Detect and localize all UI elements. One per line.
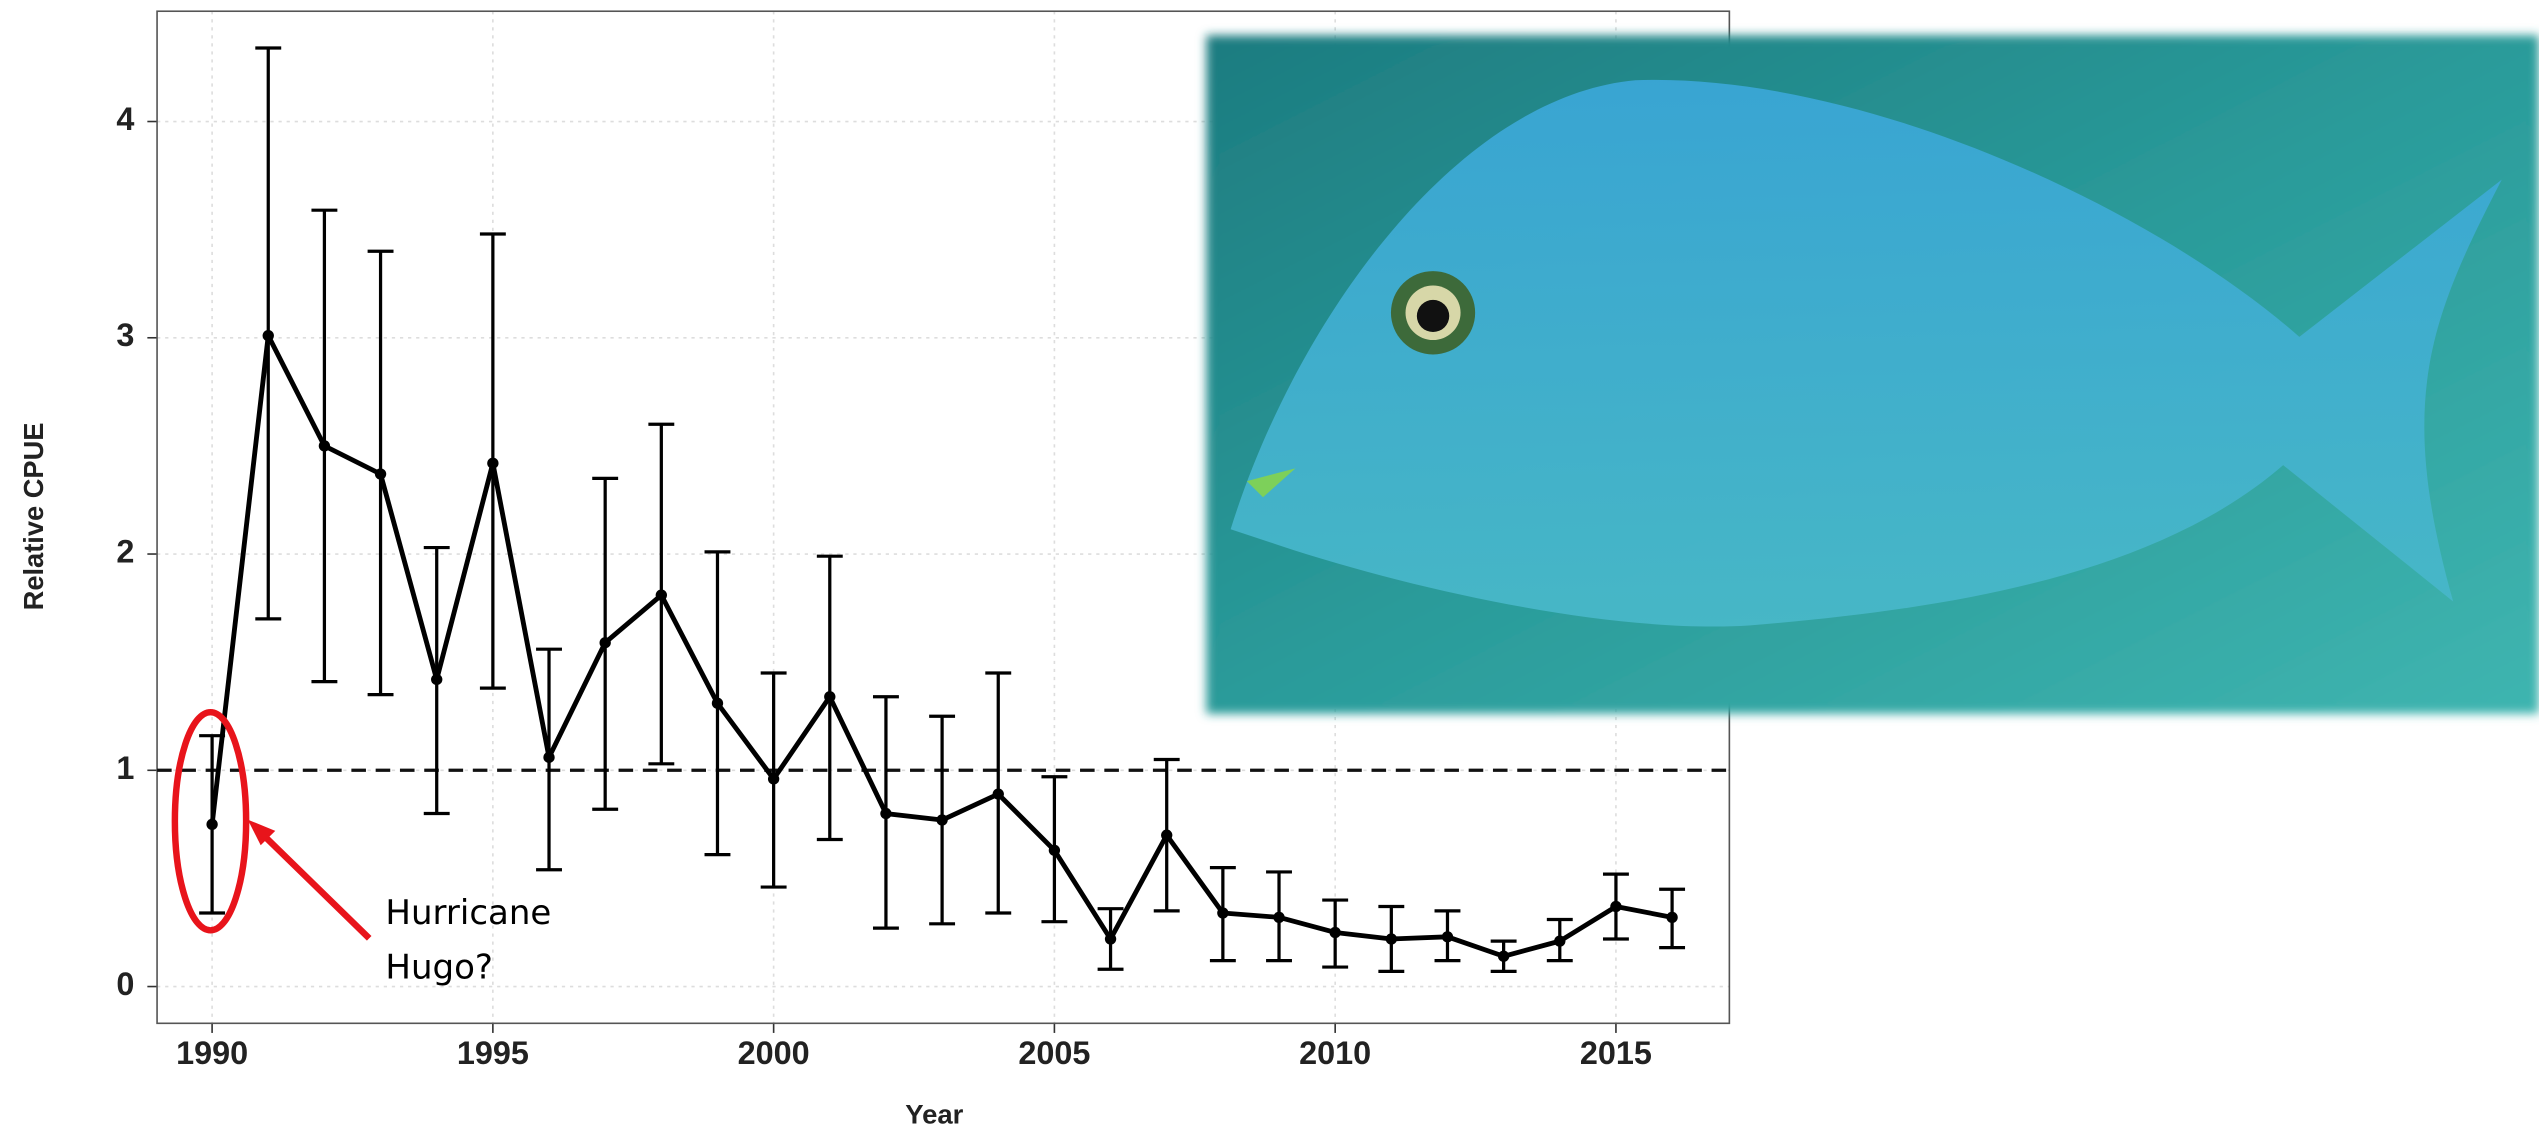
- x-tick-label: 1990: [176, 1035, 248, 1071]
- y-axis-title: Relative CPUE: [18, 423, 49, 611]
- data-point: [936, 814, 948, 826]
- data-point: [1385, 933, 1397, 945]
- y-tick-label: 0: [116, 966, 134, 1002]
- x-tick-label: 2000: [738, 1035, 810, 1071]
- highlight-ellipse: [171, 708, 250, 934]
- data-point: [318, 440, 331, 452]
- y-tick-label: 4: [116, 101, 134, 137]
- data-point: [1161, 829, 1173, 841]
- x-tick-label: 2010: [1299, 1035, 1371, 1071]
- data-point: [767, 773, 780, 785]
- x-tick-label: 2015: [1580, 1035, 1652, 1071]
- x-axis-title: Year: [905, 1099, 963, 1130]
- data-point: [655, 589, 667, 601]
- data-point: [262, 329, 274, 342]
- y-tick-label: 3: [116, 317, 134, 353]
- data-point: [1666, 911, 1678, 923]
- fish-photo: [1206, 35, 2539, 714]
- data-point: [1273, 911, 1285, 923]
- data-point: [599, 637, 611, 649]
- data-point: [824, 691, 836, 703]
- data-point: [1104, 933, 1117, 945]
- data-point: [880, 807, 892, 820]
- x-tick-label: 2005: [1018, 1035, 1090, 1071]
- data-point: [992, 788, 1004, 800]
- data-point: [1610, 900, 1622, 913]
- data-point: [1497, 950, 1510, 962]
- data-point: [1048, 844, 1061, 856]
- data-point: [374, 468, 387, 480]
- arrow-line: [260, 831, 372, 941]
- y-tick-label: 2: [116, 534, 134, 570]
- data-point: [1441, 931, 1454, 943]
- data-point: [206, 818, 218, 830]
- data-point: [431, 673, 443, 686]
- annotation-box: Hurricane Hugo?: [385, 893, 552, 987]
- annotation: Hurricane Hugo?: [385, 893, 552, 987]
- data-point: [1217, 907, 1229, 919]
- data-point: [1329, 926, 1341, 939]
- data-point: [543, 751, 555, 763]
- y-tick-label: 1: [116, 750, 134, 786]
- data-point: [487, 457, 499, 469]
- data-point: [711, 697, 724, 709]
- arrow-head: [247, 819, 276, 846]
- x-tick-label: 1995: [457, 1035, 529, 1071]
- data-point: [1554, 935, 1566, 947]
